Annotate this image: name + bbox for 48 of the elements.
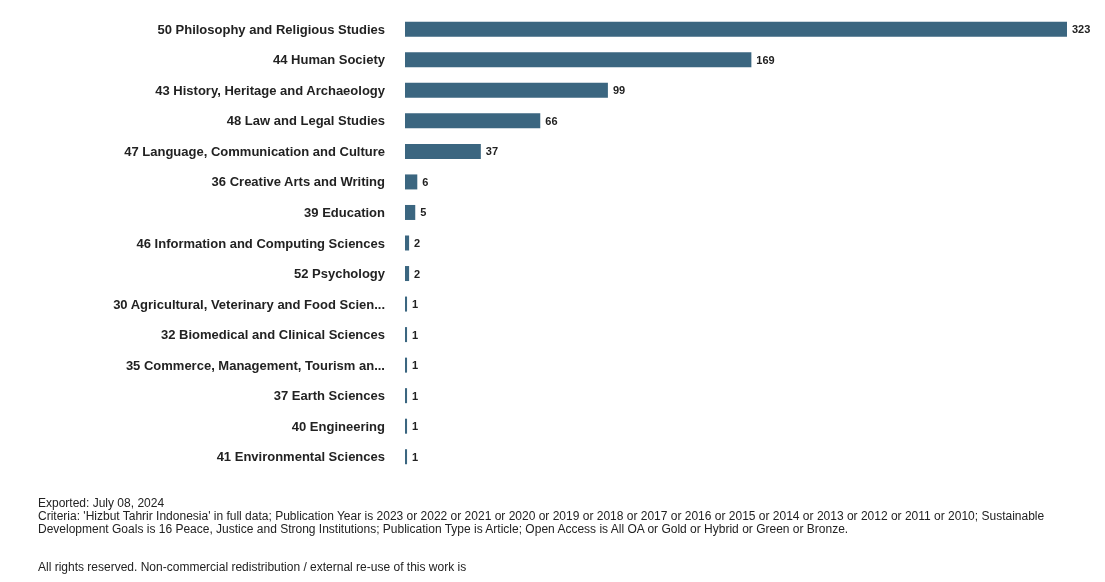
bar	[405, 143, 481, 159]
bar	[405, 82, 608, 98]
y-tick-label: 35 Commerce, Management, Tourism an...	[125, 357, 385, 373]
data-label: 5	[420, 206, 427, 219]
data-label: 1	[412, 389, 419, 402]
y-tick-label: 47 Language, Communication and Culture	[124, 143, 385, 159]
data-label: 2	[414, 267, 421, 280]
data-label: 37	[485, 145, 499, 158]
bar	[405, 52, 752, 68]
data-label: 1	[412, 420, 419, 433]
y-tick-label: 40 Engineering	[291, 418, 386, 434]
bar	[405, 388, 408, 404]
bar	[405, 266, 410, 282]
bar	[405, 418, 408, 434]
data-label: 2	[414, 237, 421, 249]
data-label: 1	[412, 450, 419, 463]
bar	[405, 113, 541, 129]
y-tick-label: 48 Law and Legal Studies	[226, 113, 385, 129]
bar	[405, 174, 418, 190]
text: Exported: July 08, 2024	[38, 495, 165, 510]
data-label: 323	[1072, 23, 1091, 36]
bar	[405, 327, 408, 343]
text: All rights reserved. Non-commercial redistribution / external re-use of this work is	[38, 559, 467, 574]
bar	[405, 235, 410, 251]
y-tick-label: 46 Information and Computing Sciences	[136, 235, 385, 251]
y-tick-label: 37 Earth Sciences	[273, 388, 385, 404]
data-label: 1	[412, 328, 419, 341]
data-label: 66	[545, 114, 558, 127]
bar	[405, 21, 1067, 37]
y-tick-label: 36 Creative Arts and Writing	[211, 174, 386, 190]
bar	[405, 296, 408, 312]
y-tick-label: 50 Philosophy and Religious Studies	[157, 21, 385, 37]
y-tick-label: 52 Psychology	[293, 266, 386, 282]
bar	[405, 357, 408, 373]
y-tick-label: 43 History, Heritage and Archaeology	[155, 82, 386, 98]
y-tick-label: 32 Biomedical and Clinical Sciences	[161, 327, 385, 343]
y-tick-label: 44 Human Society	[273, 52, 386, 68]
bar	[405, 204, 416, 220]
data-label: 1	[412, 298, 419, 311]
bar	[405, 449, 408, 465]
text: Criteria: 'Hizbut Tahrir Indonesia' in full data; Publication Year is 2023 or 2022 or 2021 or 2020 or 2019 or 2018 or 2017 or 2016 or 2015 or 2014 or 2013 or 2012 or 2011 or 2010; Sustainable Development Goals is 16 Peace, Justice and Strong Institutions; Publication Type is Article; Open Access is All OA or Gold or Hybrid or Green or Bronze.	[38, 508, 1048, 536]
y-tick-label: 30 Agricultural, Veterinary and Food Scien...	[113, 296, 385, 312]
data-label: 99	[612, 84, 626, 97]
data-label: 6	[422, 175, 429, 188]
data-label: 169	[756, 53, 775, 66]
y-tick-label: 41 Environmental Sciences	[216, 449, 385, 465]
data-label: 1	[412, 359, 419, 372]
y-tick-label: 39 Education	[304, 204, 386, 220]
